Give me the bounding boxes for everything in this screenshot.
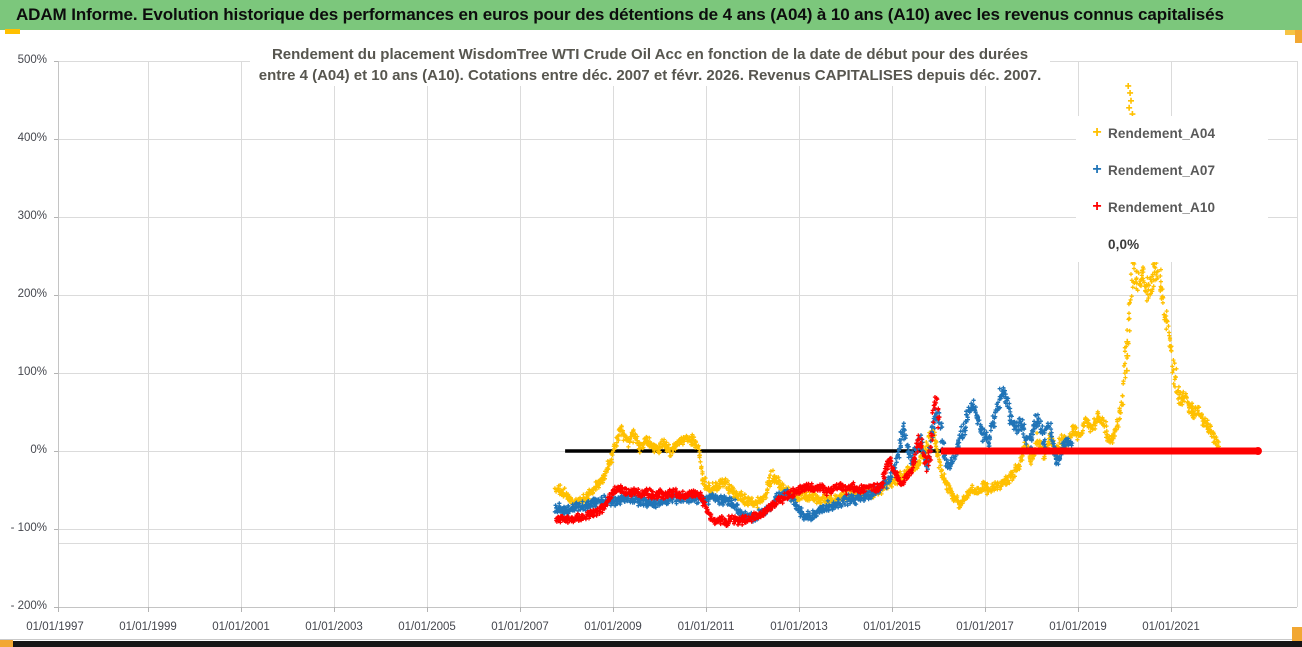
selection-handle-top-right[interactable]: [1285, 30, 1302, 35]
x-axis-tick-label: 01/01/2017: [956, 621, 1014, 633]
x-axis-tick-label: 01/01/2021: [1142, 621, 1200, 633]
legend-item-a04[interactable]: + Rendement_A04: [1076, 122, 1215, 144]
x-axis-tick-label: 01/01/1997: [26, 621, 84, 633]
x-axis-tick-label: 01/01/2007: [491, 621, 549, 633]
y-axis-tick-label: 0%: [30, 444, 47, 456]
gold-cell-strip: [5, 29, 20, 34]
chart-title: Rendement du placement WisdomTree WTI Cr…: [250, 44, 1050, 86]
selection-handle-bottom-left[interactable]: [0, 640, 13, 647]
plus-marker-icon: +: [1092, 124, 1102, 141]
chart-title-line2: entre 4 (A04) et 10 ans (A10). Cotations…: [258, 67, 1042, 84]
x-axis-tick-label: 01/01/1999: [119, 621, 177, 633]
x-axis-tick-label: 01/01/2015: [863, 621, 921, 633]
chart-legend[interactable]: + Rendement_A04 + Rendement_A07 + Rendem…: [1076, 116, 1268, 262]
line-marker-icon: [1086, 236, 1108, 252]
x-axis-tick-label: 01/01/2019: [1049, 621, 1107, 633]
x-axis-tick-label: 01/01/2001: [212, 621, 270, 633]
plus-marker-icon: +: [1092, 161, 1102, 178]
legend-item-a07[interactable]: + Rendement_A07: [1076, 159, 1215, 181]
selection-handle-top-right-edge[interactable]: [1295, 30, 1302, 43]
x-axis-tick-label: 01/01/2005: [398, 621, 456, 633]
banner-title: ADAM Informe. Evolution historique des p…: [16, 5, 1224, 24]
x-axis-tick-label: 01/01/2003: [305, 621, 363, 633]
chart-title-line1: Rendement du placement WisdomTree WTI Cr…: [271, 46, 1029, 63]
selection-handle-bottom-right[interactable]: [1292, 627, 1302, 641]
legend-label: Rendement_A10: [1108, 199, 1216, 215]
legend-label: Rendement_A04: [1108, 125, 1216, 141]
title-banner: ADAM Informe. Evolution historique des p…: [0, 0, 1302, 30]
legend-label: Rendement_A07: [1108, 162, 1216, 178]
y-axis-tick-label: 500%: [17, 54, 47, 66]
legend-item-zero-line[interactable]: 0,0%: [1076, 233, 1139, 255]
bottom-bar: [0, 641, 1302, 647]
y-axis-tick-label: 200%: [17, 288, 47, 300]
x-axis-tick-label: 01/01/2011: [677, 621, 735, 633]
legend-label: 0,0%: [1108, 236, 1140, 252]
x-axis-tick-label: 01/01/2009: [584, 621, 642, 633]
y-axis-tick-label: 400%: [17, 132, 47, 144]
y-axis-tick-label: - 100%: [10, 522, 47, 534]
divider-line: [0, 639, 1302, 640]
y-axis-tick-label: 100%: [17, 366, 47, 378]
plus-marker-icon: +: [1092, 198, 1102, 215]
y-axis-tick-label: - 200%: [10, 600, 47, 612]
x-axis-tick-label: 01/01/2013: [770, 621, 828, 633]
y-axis-tick-label: 300%: [17, 210, 47, 222]
legend-item-a10[interactable]: + Rendement_A10: [1076, 196, 1215, 218]
